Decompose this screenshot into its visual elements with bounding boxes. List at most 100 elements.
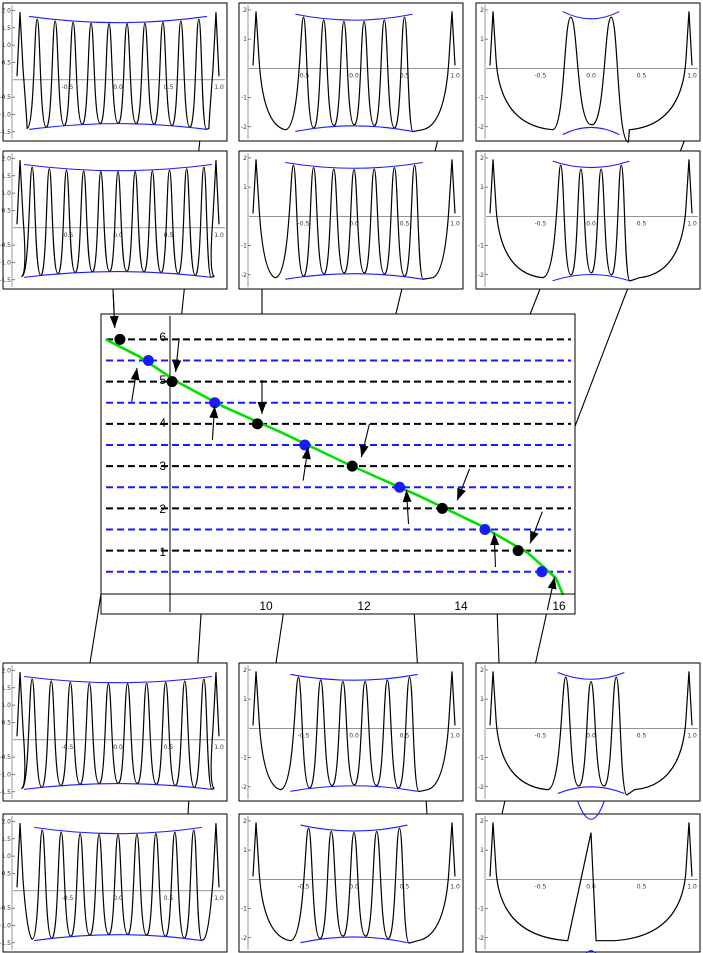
lower-envelope xyxy=(562,126,620,136)
panel-x-tick-label: 0.0 xyxy=(586,732,596,739)
oscillation-curve xyxy=(489,671,693,796)
lower-envelope xyxy=(29,123,207,130)
mode-panel: 2.0 1.5 1.0 0.5 -0.5 -1.0 -1.5 -0.5 0.0 0.5 1.0 xyxy=(0,2,228,142)
connector-line-tip xyxy=(175,338,180,373)
y-tick-label-6: 6 xyxy=(159,330,166,344)
panel-y-tick-label: 2 xyxy=(243,155,247,162)
lower-envelope xyxy=(300,936,408,944)
mode-panel: 2 1 -1 -2 -0.5 0.0 0.5 1.0 xyxy=(475,801,701,953)
connector-line-tip xyxy=(529,511,543,544)
panel-y-tick-label: 1 xyxy=(480,36,484,43)
panel-y-tick-label: 1 xyxy=(243,847,247,854)
level-points xyxy=(114,333,548,578)
connector-line-tip xyxy=(112,294,116,329)
panel-y-tick-label: -1.5 xyxy=(0,789,11,796)
upper-envelope xyxy=(34,826,202,835)
panel-x-tick-label: 0.5 xyxy=(637,72,647,79)
connector-line-tip xyxy=(546,576,556,611)
panel-x-tick-label: 0.0 xyxy=(349,732,359,739)
oscillation-curve xyxy=(252,159,456,280)
upper-envelope xyxy=(577,801,605,820)
blue-point xyxy=(536,566,548,578)
panel-x-tick-label: 1.0 xyxy=(450,883,460,890)
connector-line-tip xyxy=(360,423,370,458)
oscillation-curve xyxy=(16,672,220,790)
blue-point xyxy=(299,439,311,451)
panel-y-tick-label: -1 xyxy=(478,906,484,913)
upper-envelope xyxy=(23,163,213,172)
upper-envelope xyxy=(300,824,408,832)
panel-x-tick-label: 1.0 xyxy=(687,72,697,79)
panel-y-tick-label: -1.0 xyxy=(0,111,11,118)
panel-y-tick-label: -0.5 xyxy=(0,905,11,912)
panel-x-tick-label: 0.0 xyxy=(586,220,596,227)
level-lines xyxy=(106,338,571,573)
panel-y-tick-label: 0.5 xyxy=(1,207,11,214)
panel-x-tick-label: 0.5 xyxy=(164,232,174,239)
panel-y-tick-label: 2 xyxy=(480,7,484,14)
black-point xyxy=(166,376,178,388)
panel-x-tick-label: 0.5 xyxy=(400,72,410,79)
panel-x-tick-label: 1.0 xyxy=(214,84,224,91)
panel-x-tick-label: 0.5 xyxy=(400,732,410,739)
black-point xyxy=(512,545,524,557)
panel-y-tick-label: 0.5 xyxy=(1,870,11,877)
panel-frame xyxy=(475,150,701,290)
x-tick-label-16: 16 xyxy=(552,599,566,613)
panel-y-tick-label: 2 xyxy=(243,667,247,674)
panel-y-tick-label: 2 xyxy=(243,818,247,825)
panel-x-tick-label: -0.5 xyxy=(535,72,547,79)
panel-x-tick-label: -0.5 xyxy=(535,220,547,227)
mode-panel: 2.0 1.5 1.0 0.5 -0.5 -1.0 -1.5 -0.5 0.0 0.5 1.0 xyxy=(0,150,228,290)
mode-panel: 2 1 -1 -2 -0.5 0.0 0.5 1.0 xyxy=(475,150,701,290)
panel-y-tick-label: -1.5 xyxy=(0,129,11,136)
main-plot-frame xyxy=(100,313,576,615)
panel-x-tick-label: 1.0 xyxy=(687,220,697,227)
panel-x-tick-label: 0.5 xyxy=(637,220,647,227)
mode-panel: 2 1 -1 -2 -0.5 0.0 0.5 1.0 xyxy=(238,150,464,290)
panel-y-tick-label: -2 xyxy=(241,935,247,942)
panel-frame xyxy=(475,662,701,802)
panel-frame xyxy=(475,813,701,953)
oscillation-curve xyxy=(252,822,456,944)
connector-line-tip xyxy=(493,532,497,567)
panel-x-tick-label: -0.5 xyxy=(62,84,74,91)
upper-envelope xyxy=(290,673,418,681)
panel-y-tick-label: -0.5 xyxy=(0,242,11,249)
mode-panel: 2 1 -1 -2 -0.5 0.0 0.5 1.0 xyxy=(238,662,464,802)
panel-x-tick-label: 0.5 xyxy=(400,220,410,227)
upper-envelope xyxy=(552,160,630,169)
panel-frame xyxy=(2,662,228,802)
panel-x-tick-label: -0.5 xyxy=(298,220,310,227)
panel-x-tick-label: 1.0 xyxy=(450,732,460,739)
panel-x-tick-label: 1.0 xyxy=(214,895,224,902)
main-plot: 10 12 14 16 1 2 3 4 5 6 xyxy=(100,313,576,615)
oscillation-curve xyxy=(252,671,456,793)
panel-x-tick-label: 0.5 xyxy=(164,895,174,902)
blue-point xyxy=(209,397,221,409)
y-tick-label-5: 5 xyxy=(159,373,166,387)
panel-x-tick-label: -0.5 xyxy=(535,883,547,890)
panel-y-tick-label: 2.0 xyxy=(1,667,11,674)
arrowhead xyxy=(301,446,311,460)
panel-y-tick-label: 1.5 xyxy=(1,685,11,692)
lower-envelope xyxy=(295,125,413,133)
panel-x-tick-label: 0.0 xyxy=(349,72,359,79)
oscillation-curve xyxy=(16,160,220,278)
panel-y-tick-label: 1.5 xyxy=(1,836,11,843)
panel-y-tick-label: 2 xyxy=(480,667,484,674)
panel-y-tick-label: 1.0 xyxy=(1,853,11,860)
upper-envelope xyxy=(562,11,620,20)
arrowhead xyxy=(530,530,539,544)
panel-x-tick-label: 1.0 xyxy=(687,883,697,890)
panel-x-tick-label: 0.0 xyxy=(113,232,123,239)
y-tick-label-2: 2 xyxy=(159,502,166,516)
upper-envelope xyxy=(29,15,207,24)
oscillation-curve xyxy=(489,11,693,143)
panel-y-tick-label: -1.0 xyxy=(0,771,11,778)
panel-x-tick-label: 1.0 xyxy=(687,732,697,739)
arrowhead xyxy=(172,359,182,373)
connector-line-tip xyxy=(302,446,309,481)
